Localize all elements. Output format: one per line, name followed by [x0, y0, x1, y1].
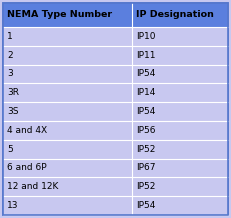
Text: IP14: IP14 — [136, 88, 156, 97]
Text: 1: 1 — [7, 32, 13, 41]
Text: IP Designation: IP Designation — [136, 10, 214, 19]
Bar — [3, 46, 228, 65]
Text: 6 and 6P: 6 and 6P — [7, 164, 47, 172]
Bar — [3, 83, 228, 102]
Text: 13: 13 — [7, 201, 18, 210]
Text: NEMA Type Number: NEMA Type Number — [7, 10, 112, 19]
Text: 3S: 3S — [7, 107, 18, 116]
Bar — [3, 102, 228, 121]
Text: IP67: IP67 — [136, 164, 156, 172]
Bar — [3, 158, 228, 177]
Text: IP52: IP52 — [136, 182, 156, 191]
Bar — [3, 196, 228, 215]
Text: IP10: IP10 — [136, 32, 156, 41]
Text: IP54: IP54 — [136, 107, 156, 116]
Text: 4 and 4X: 4 and 4X — [7, 126, 47, 135]
Text: 2: 2 — [7, 51, 13, 60]
Bar — [3, 65, 228, 83]
Text: IP52: IP52 — [136, 145, 156, 154]
Text: IP11: IP11 — [136, 51, 156, 60]
Bar — [3, 121, 228, 140]
Text: 3: 3 — [7, 70, 13, 78]
Bar — [3, 177, 228, 196]
Text: 12 and 12K: 12 and 12K — [7, 182, 58, 191]
Text: 5: 5 — [7, 145, 13, 154]
Bar — [3, 3, 228, 27]
Bar — [3, 140, 228, 158]
Bar — [3, 27, 228, 46]
Text: 3R: 3R — [7, 88, 19, 97]
Text: IP54: IP54 — [136, 201, 156, 210]
Text: IP56: IP56 — [136, 126, 156, 135]
Text: IP54: IP54 — [136, 70, 156, 78]
